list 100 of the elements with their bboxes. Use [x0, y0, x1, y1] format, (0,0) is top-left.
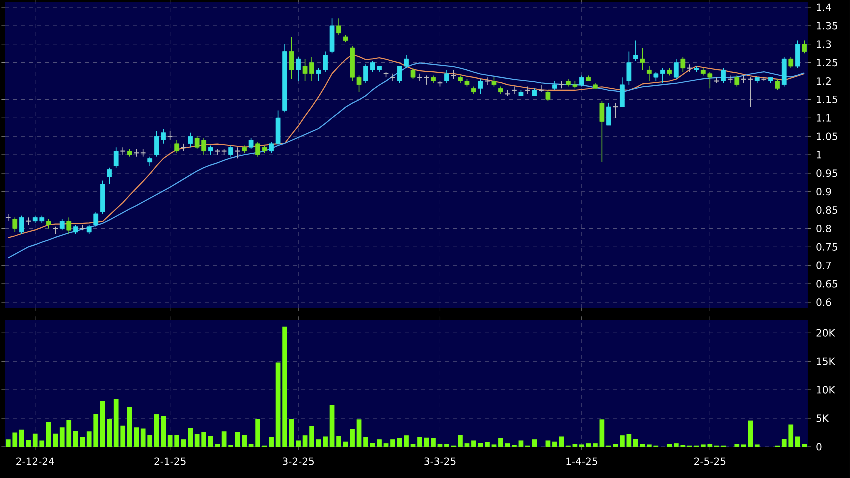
- bar: [532, 440, 538, 447]
- candlestick: [86, 224, 92, 235]
- bar: [222, 432, 227, 447]
- y-tick-label: 1.4: [817, 4, 832, 12]
- candlestick: [761, 77, 768, 82]
- bar: [235, 432, 240, 447]
- bar: [472, 440, 476, 447]
- bar: [620, 436, 625, 447]
- candlestick: [580, 75, 584, 88]
- candlestick: [26, 217, 32, 226]
- bar: [276, 362, 281, 447]
- candlestick: [646, 66, 652, 82]
- candlestick: [450, 70, 457, 80]
- candlestick: [727, 75, 734, 84]
- bar: [330, 405, 335, 447]
- y-tick-label: 1.15: [817, 96, 838, 104]
- candlestick: [674, 58, 679, 80]
- bar: [302, 436, 308, 447]
- candlestick: [289, 36, 294, 80]
- bar: [600, 420, 605, 447]
- candlestick: [734, 75, 740, 88]
- candlestick: [552, 80, 558, 91]
- candlestick: [654, 72, 659, 82]
- bar: [418, 437, 422, 447]
- candlestick: [620, 77, 625, 108]
- y-tick-label: 0.95: [816, 170, 838, 178]
- candlestick: [680, 56, 686, 72]
- candlestick: [114, 147, 119, 168]
- bar: [572, 444, 578, 447]
- candlestick: [795, 40, 800, 69]
- bar: [559, 436, 564, 447]
- bar: [667, 444, 672, 447]
- bar: [431, 438, 436, 447]
- bar: [377, 440, 382, 447]
- bar: [384, 444, 389, 447]
- candlestick: [708, 72, 713, 90]
- y-tick-label: 0.6: [816, 298, 832, 306]
- y-tick-label: 1.3: [817, 40, 832, 48]
- candlestick: [296, 56, 301, 82]
- bar: [410, 444, 416, 447]
- y-tick-label: 0.9: [816, 188, 832, 196]
- candlestick: [606, 102, 612, 126]
- candlestick: [546, 90, 551, 102]
- candlestick: [484, 77, 490, 86]
- x-tick-label: 2-5-25: [694, 458, 726, 466]
- bar: [282, 326, 288, 447]
- bar: [593, 444, 598, 447]
- candlestick: [538, 84, 544, 93]
- candlestick: [390, 73, 396, 82]
- x-tick-label: 2-1-25: [154, 458, 186, 466]
- y-tick-label: 5K: [816, 414, 830, 422]
- candlestick: [167, 130, 174, 141]
- y-tick-label: 0.8: [816, 224, 832, 233]
- candlestick: [417, 73, 423, 82]
- candlestick: [73, 224, 78, 235]
- candlestick: [228, 145, 234, 158]
- bar: [464, 444, 470, 447]
- candlestick: [512, 86, 518, 95]
- candlestick: [208, 145, 214, 156]
- candlestick: [134, 149, 140, 158]
- bar: [424, 438, 430, 447]
- bar: [289, 419, 294, 447]
- bar: [397, 438, 402, 447]
- candlestick: [188, 132, 194, 148]
- y-tick-label: 0.75: [816, 243, 838, 251]
- bar: [485, 442, 490, 447]
- bar: [310, 426, 314, 447]
- y-tick-label: 0.85: [816, 206, 838, 214]
- candlestick: [478, 79, 484, 95]
- bar: [390, 440, 396, 447]
- bar: [364, 437, 368, 447]
- candlestick: [66, 217, 72, 235]
- candlestick: [248, 138, 254, 150]
- candlestick: [524, 86, 531, 95]
- candlestick: [316, 68, 322, 82]
- candlestick: [19, 215, 24, 235]
- x-tick-label: 3-2-25: [282, 458, 314, 466]
- candlestick: [788, 56, 794, 69]
- candlestick: [640, 48, 646, 71]
- candlestick: [660, 68, 666, 84]
- bar: [350, 429, 355, 447]
- candlestick: [60, 219, 65, 231]
- x-tick-label: 2-12-24: [16, 458, 54, 466]
- bar: [444, 444, 450, 447]
- candlestick: [46, 219, 52, 230]
- bar: [296, 440, 301, 447]
- bar: [316, 440, 322, 447]
- candlestick: [214, 149, 221, 156]
- bar: [478, 442, 484, 447]
- candlestick: [52, 226, 59, 235]
- bar: [458, 435, 463, 447]
- y-tick-label: 10K: [817, 386, 836, 394]
- bar: [613, 444, 618, 447]
- y-tick-label: 1.25: [817, 59, 838, 67]
- bar: [498, 438, 504, 447]
- candlestick: [492, 77, 497, 88]
- bar: [256, 419, 260, 447]
- y-tick-label: 1: [817, 151, 822, 159]
- candlestick: [5, 214, 12, 222]
- candlestick: [410, 68, 416, 80]
